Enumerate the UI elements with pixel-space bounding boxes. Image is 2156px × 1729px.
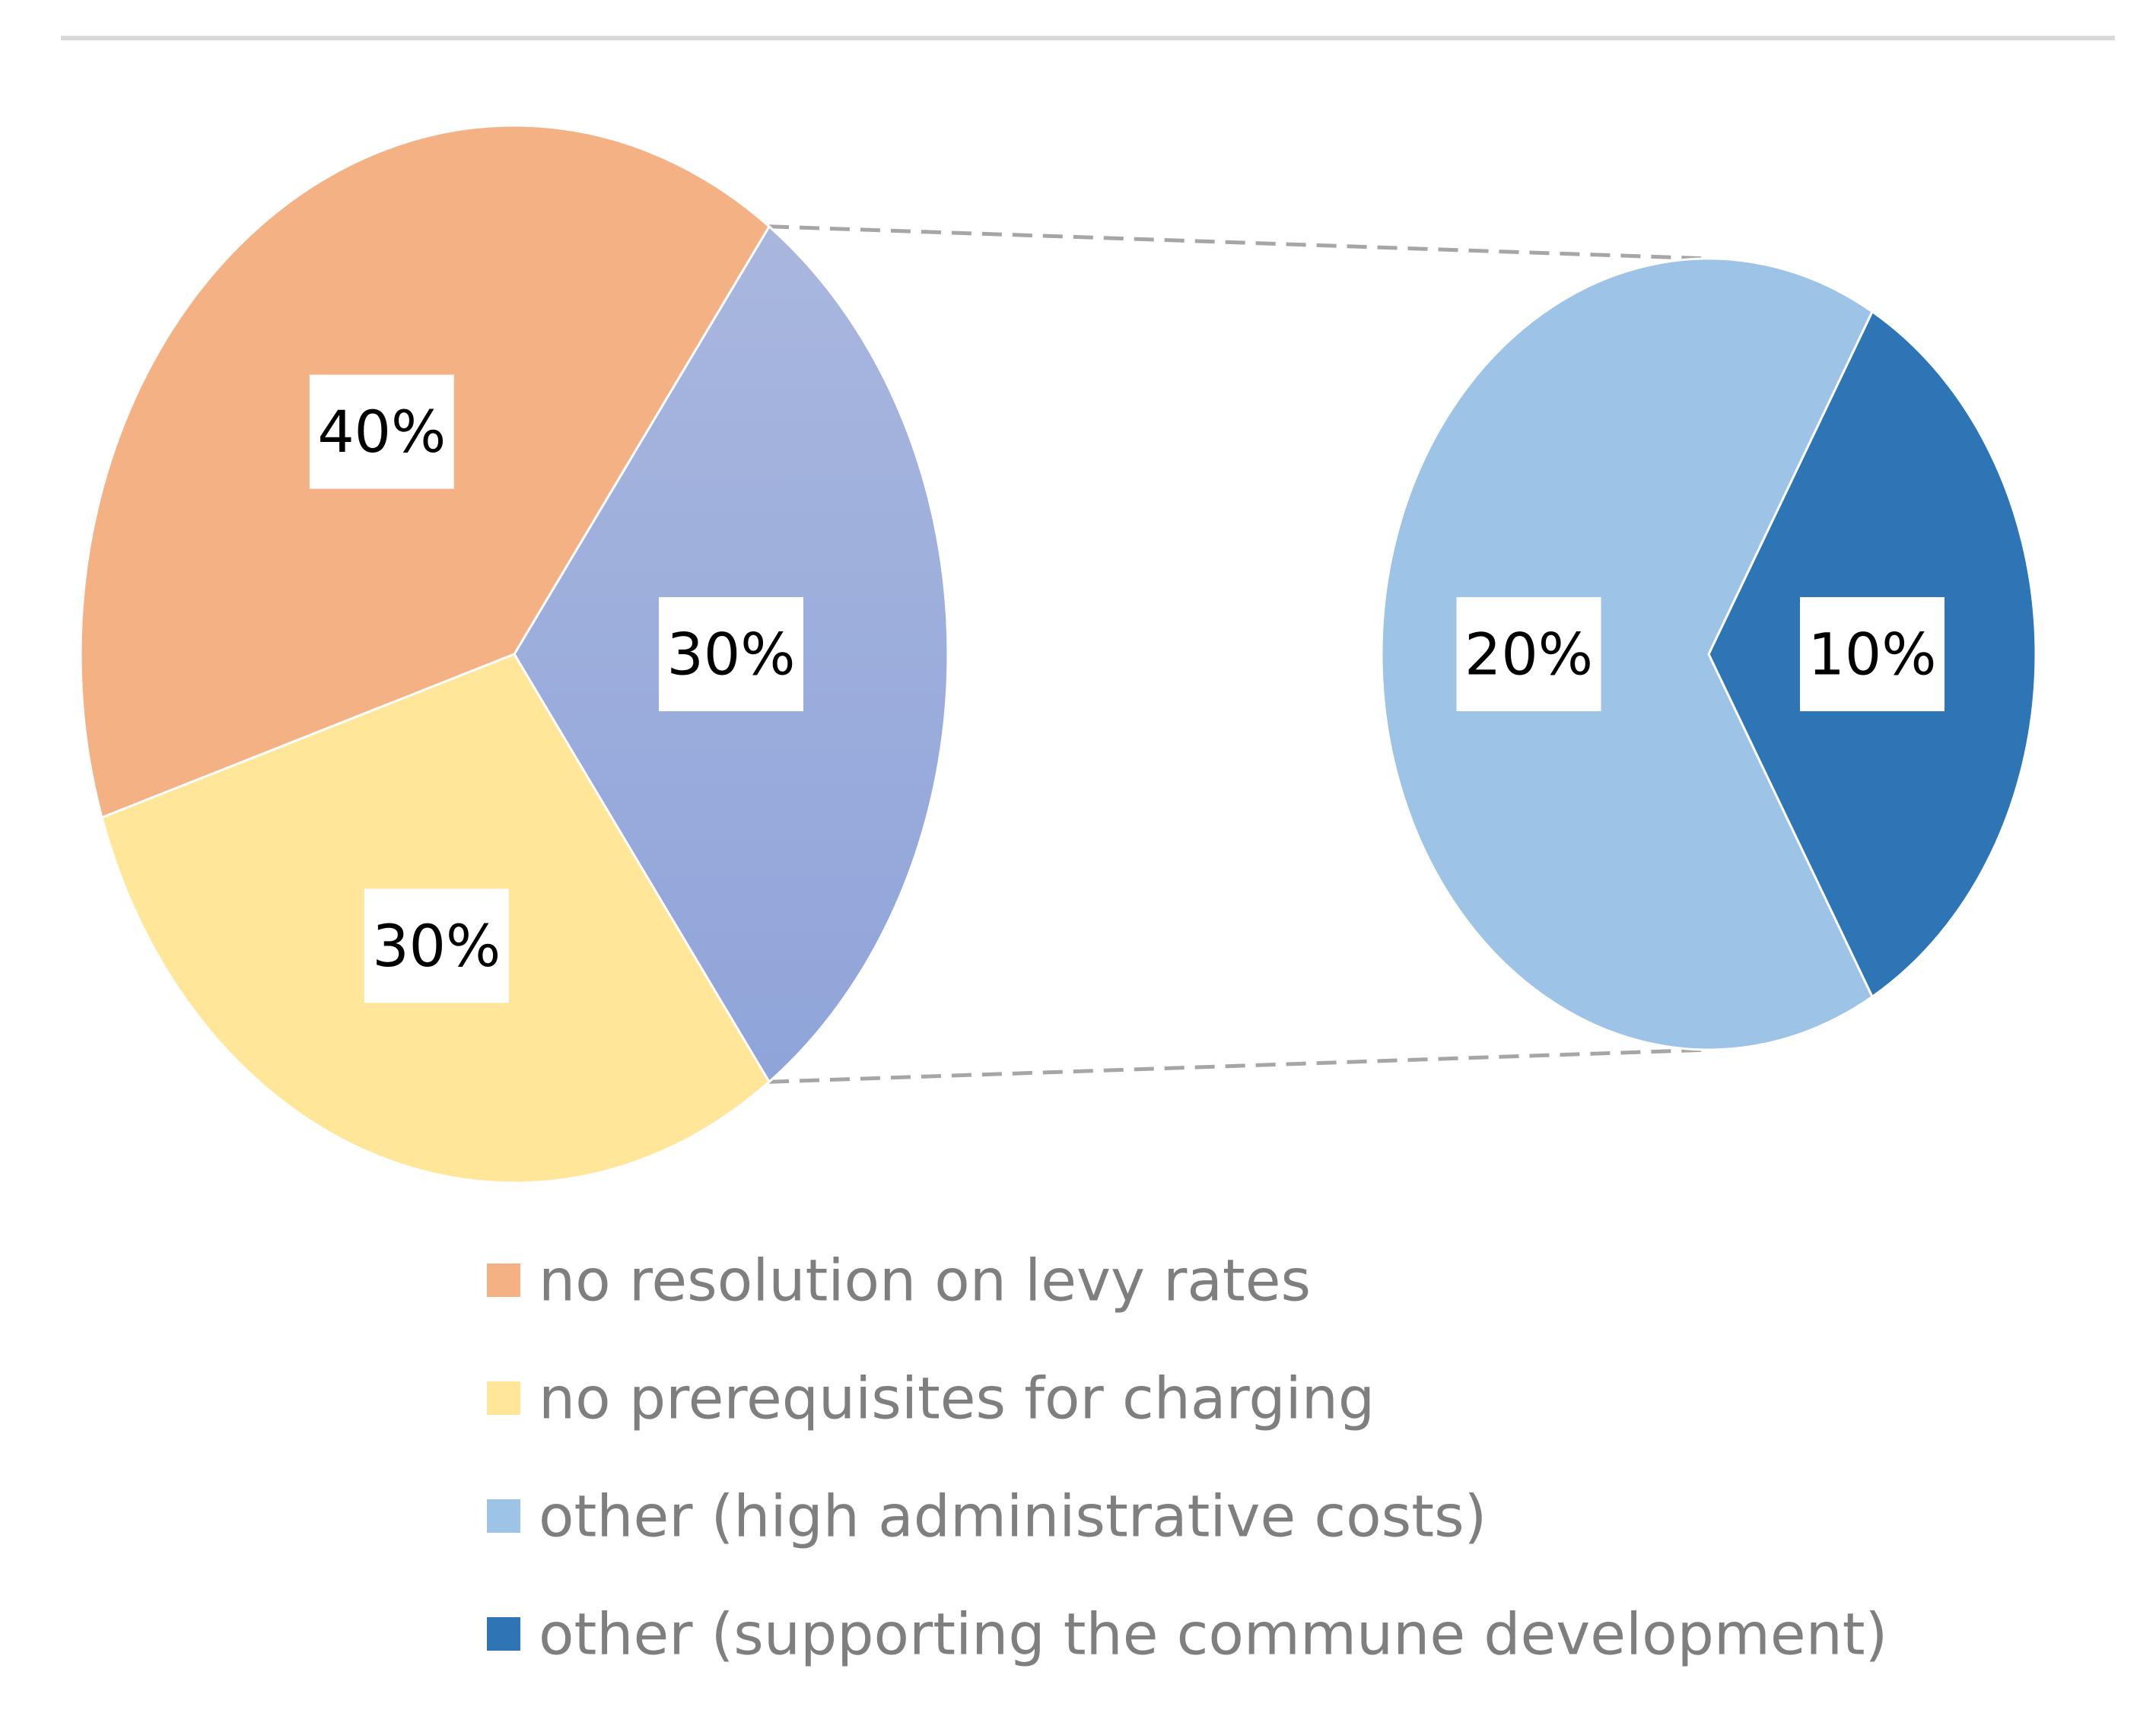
- legend-label-no-prerequisites-for-charging: no prerequisites for charging: [539, 1365, 1375, 1432]
- legend-swatch-other-high-administrative-costs: [487, 1499, 520, 1533]
- legend-label-no-resolution-on-levy-rates: no resolution on levy rates: [539, 1247, 1311, 1314]
- legend-label-other-high-administrative-costs: other (high administrative costs): [539, 1483, 1487, 1550]
- main-pie-label-no-prerequisites-for-charging-2-text: 30%: [372, 912, 501, 980]
- main-pie-label-no-prerequisites-for-charging-2: 30%: [364, 888, 509, 1003]
- main-pie-label-other-0-box: [659, 597, 803, 711]
- secondary-pie-label-other-high-administrative-costs-box: [1456, 597, 1601, 711]
- legend-swatch-no-prerequisites-for-charging: [487, 1381, 520, 1415]
- main-pie-label-other-0: 30%: [659, 597, 803, 711]
- legend: no resolution on levy rates no prerequisi…: [487, 1247, 1887, 1668]
- main-pie-label-no-resolution-on-levy-rates-1: 40%: [309, 374, 454, 489]
- main-pie-label-no-resolution-on-levy-rates-1-text: 40%: [317, 398, 446, 466]
- secondary-pie-label-other-high-administrative-costs-text: 20%: [1464, 621, 1593, 688]
- legend-label-other-supporting-the-commune-development: other (supporting the commune developmen…: [539, 1600, 1887, 1668]
- legend-item-other-high-administrative-costs: other (high administrative costs): [487, 1483, 1487, 1550]
- legend-item-no-resolution-on-levy-rates: no resolution on levy rates: [487, 1247, 1311, 1314]
- main-pie-label-no-resolution-on-levy-rates-1-box: [309, 374, 454, 489]
- legend-swatch-other-supporting-the-commune-development: [487, 1617, 520, 1651]
- connector-line-top: [768, 224, 1709, 261]
- main-pie-label-no-prerequisites-for-charging-2-box: [364, 888, 509, 1003]
- legend-swatch-no-resolution-on-levy-rates: [487, 1263, 520, 1297]
- connector-lines: [768, 224, 1709, 1084]
- secondary-pie-slice-other-high-administrative-costs: [1380, 257, 1874, 1051]
- secondary-pie-label-other-supporting-the-commune-development: 10%: [1800, 597, 1945, 711]
- secondary-pie-label-other-supporting-the-commune-development-text: 10%: [1808, 621, 1937, 688]
- main-pie-labels: 30% 40% 30%: [309, 374, 803, 1003]
- connector-line-bottom: [768, 1047, 1709, 1084]
- secondary-pie-label-other-high-administrative-costs: 20%: [1456, 597, 1601, 711]
- legend-item-no-prerequisites-for-charging: no prerequisites for charging: [487, 1365, 1375, 1432]
- legend-item-other-supporting-the-commune-development: other (supporting the commune developmen…: [487, 1600, 1887, 1668]
- secondary-pie-label-other-supporting-the-commune-development-box: [1800, 597, 1945, 711]
- secondary-pie-labels: 10% 20%: [1456, 597, 1945, 711]
- main-pie-label-other-0-text: 30%: [667, 621, 796, 688]
- main-pie: [79, 124, 949, 1184]
